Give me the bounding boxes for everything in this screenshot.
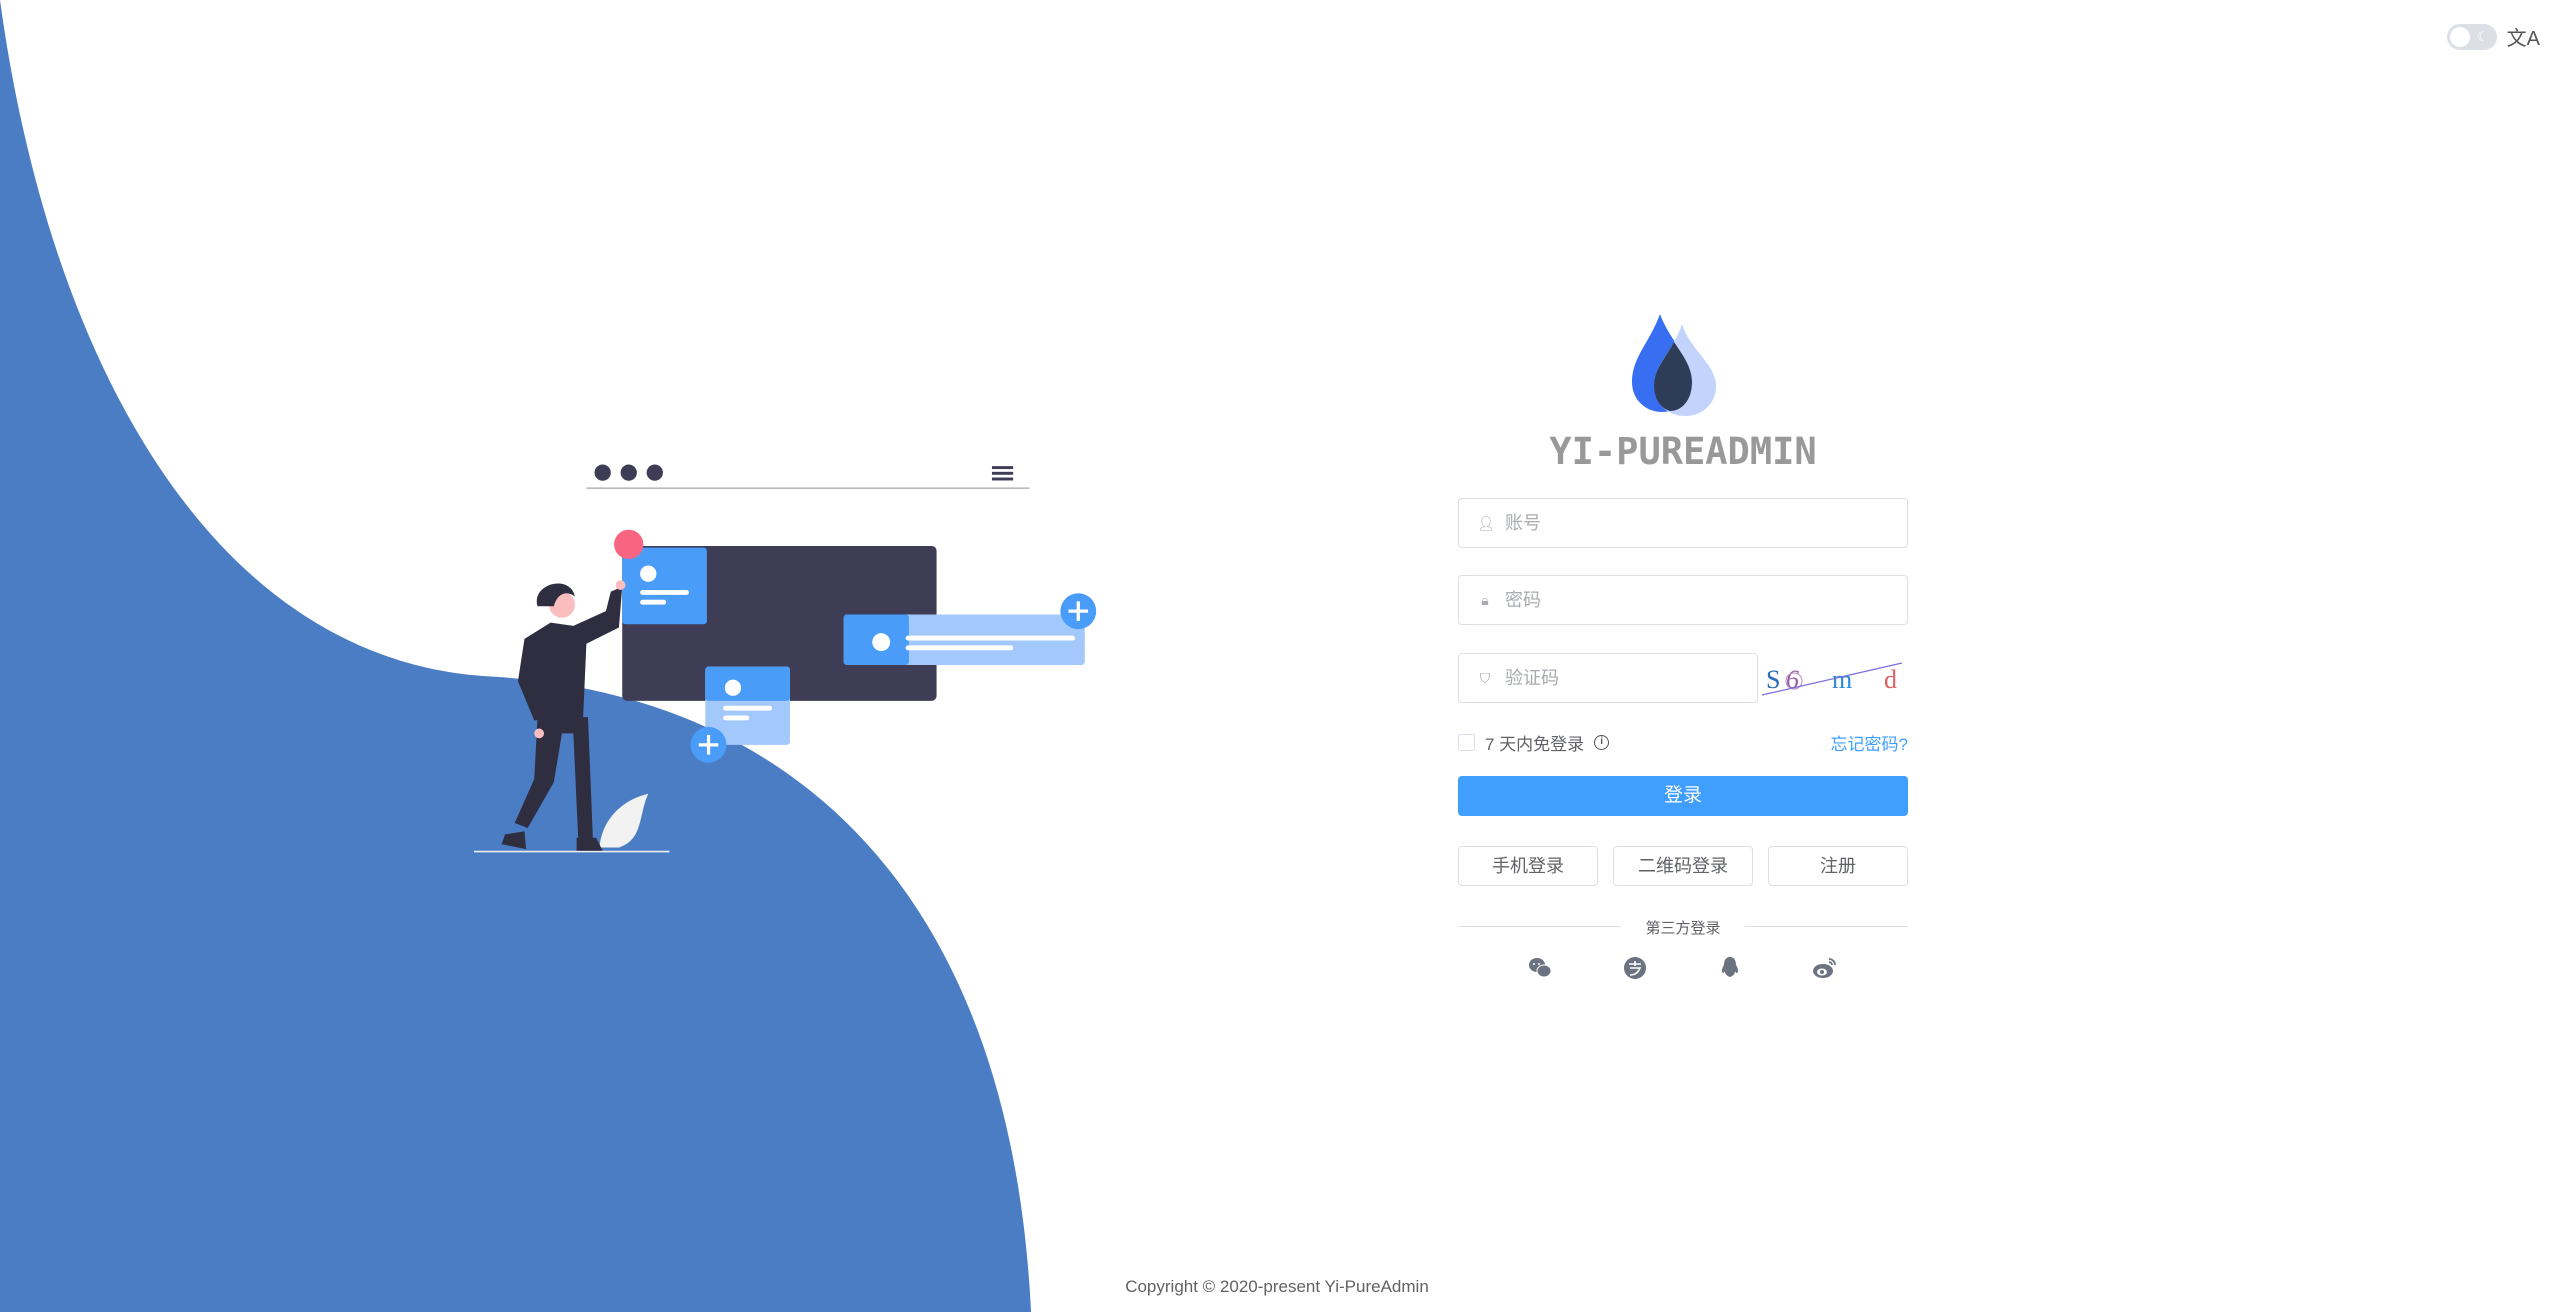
captcha-char: d [1884, 665, 1897, 694]
captcha-char: S [1766, 665, 1780, 694]
forgot-password-link[interactable]: 忘记密码? [1830, 734, 1908, 754]
captcha-input[interactable] [1505, 667, 1757, 689]
blue-wave [0, 0, 1032, 1312]
username-field[interactable]: 👤︎ [1458, 498, 1908, 548]
info-icon[interactable]: i [1594, 734, 1610, 750]
alipay-icon[interactable] [1622, 955, 1648, 981]
lock-icon: 🔒︎ [1481, 591, 1489, 608]
toggle-knob [2449, 26, 2470, 47]
third-party-label: 第三方登录 [1645, 920, 1721, 937]
shield-icon: ⛉ [1479, 669, 1491, 686]
phone-login-button[interactable]: 手机登录 [1458, 846, 1598, 886]
register-button[interactable]: 注册 [1768, 846, 1908, 886]
wechat-icon[interactable] [1527, 955, 1553, 981]
remember-checkbox[interactable] [1458, 733, 1475, 751]
remember-checkbox-group[interactable]: 7 天内免登录 i [1458, 730, 1610, 755]
third-party-divider: 第三方登录 [1458, 916, 1908, 937]
username-input[interactable] [1505, 512, 1907, 534]
password-input[interactable] [1505, 589, 1907, 611]
app-title: YI-PUREADMIN [1549, 430, 1817, 473]
captcha-field[interactable]: ⛉ [1458, 653, 1758, 703]
qq-icon[interactable] [1717, 955, 1743, 981]
password-field[interactable]: 🔒︎ [1458, 575, 1908, 625]
moon-icon: ☾ [2477, 28, 2489, 44]
dark-mode-toggle[interactable]: ☾ [2446, 23, 2497, 50]
captcha-char: m [1832, 665, 1852, 694]
qr-login-button[interactable]: 二维码登录 [1613, 846, 1753, 886]
user-icon: 👤︎ [1477, 514, 1495, 531]
copyright-footer: Copyright © 2020-present Yi-PureAdmin [1125, 1277, 1429, 1296]
captcha-image[interactable]: S 6 m d [1762, 655, 1907, 701]
remember-row: 7 天内免登录 i 忘记密码? [1458, 728, 1908, 756]
login-button[interactable]: 登录 [1458, 776, 1908, 816]
brand-logo [1632, 314, 1716, 416]
weibo-icon[interactable] [1812, 955, 1838, 981]
top-toolbar: ☾ 文A [2446, 22, 2540, 51]
remember-label: 7 天内免登录 [1485, 734, 1585, 754]
translate-icon[interactable]: 文A [2506, 28, 2540, 50]
login-illustration [473, 464, 1097, 853]
